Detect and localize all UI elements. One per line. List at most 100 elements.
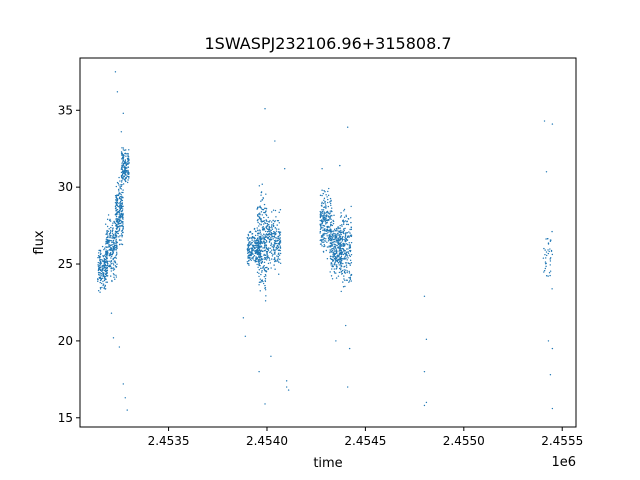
data-point	[121, 162, 123, 164]
data-point	[548, 272, 551, 274]
data-point	[549, 374, 552, 376]
data-point	[124, 180, 127, 183]
data-point	[330, 248, 333, 250]
data-point	[122, 205, 124, 208]
data-point	[329, 217, 331, 219]
data-point	[118, 239, 121, 241]
data-point	[261, 279, 263, 281]
data-point	[545, 262, 547, 265]
data-point	[332, 222, 335, 225]
data-point	[277, 256, 280, 258]
data-point	[340, 241, 342, 243]
data-point	[273, 240, 276, 242]
data-point	[121, 199, 123, 202]
data-point	[253, 228, 256, 230]
data-point	[325, 205, 327, 207]
data-point	[97, 256, 99, 259]
data-point	[261, 227, 264, 229]
data-point	[336, 250, 338, 252]
data-point	[343, 210, 345, 212]
data-point	[247, 251, 250, 254]
data-point	[326, 230, 328, 233]
tick-layer: 2.4535 2.4540 2.4545 2.4550 2.4555 15 20 25 30 35	[58, 103, 584, 448]
data-point	[118, 228, 121, 230]
data-point	[323, 214, 325, 216]
data-point	[342, 232, 344, 234]
data-point	[121, 195, 123, 198]
data-point	[119, 225, 121, 227]
data-point	[547, 252, 550, 255]
data-point	[122, 176, 124, 179]
data-point	[108, 246, 110, 248]
data-point	[337, 233, 339, 235]
data-point	[260, 273, 262, 276]
data-point	[121, 197, 123, 199]
y-tick-label: 30	[58, 180, 73, 194]
data-point	[98, 255, 101, 258]
data-point	[276, 255, 278, 257]
data-point	[326, 219, 328, 221]
data-point	[319, 228, 322, 230]
data-point	[114, 278, 116, 280]
data-point	[263, 240, 265, 243]
data-point	[328, 226, 331, 228]
data-point	[322, 202, 325, 205]
data-point	[332, 230, 334, 233]
data-point	[260, 250, 262, 253]
data-point	[320, 224, 322, 227]
data-point	[120, 168, 123, 170]
data-point	[325, 238, 327, 240]
data-point	[127, 173, 129, 175]
data-point	[350, 254, 353, 256]
data-point	[118, 212, 121, 214]
data-point	[334, 253, 337, 255]
data-point	[115, 249, 118, 251]
data-point	[340, 243, 342, 246]
data-point	[102, 283, 105, 285]
data-point	[274, 242, 276, 245]
data-point	[263, 250, 266, 252]
data-point	[323, 244, 325, 246]
data-point	[121, 202, 124, 204]
data-point	[271, 244, 273, 246]
data-point	[322, 233, 324, 235]
data-point	[346, 232, 348, 234]
data-point	[275, 216, 277, 218]
data-point	[110, 261, 112, 263]
data-point	[265, 246, 268, 248]
data-point	[98, 252, 100, 254]
data-point	[104, 254, 106, 257]
data-point	[246, 248, 249, 250]
data-point	[264, 108, 266, 110]
data-point	[270, 251, 272, 253]
data-point	[264, 300, 267, 302]
data-point	[268, 221, 270, 223]
data-point	[121, 164, 124, 166]
data-point	[122, 227, 124, 230]
data-point	[256, 260, 258, 263]
data-point	[328, 238, 331, 241]
data-point	[126, 175, 128, 177]
data-point	[126, 167, 128, 169]
data-point	[117, 218, 120, 220]
data-point	[274, 227, 276, 229]
data-point	[547, 275, 549, 277]
data-point	[265, 270, 267, 272]
data-point	[339, 268, 342, 271]
data-point	[258, 261, 260, 264]
data-point	[346, 221, 348, 223]
x-tick-label: 2.4545	[344, 434, 386, 448]
data-point	[343, 257, 346, 259]
data-point	[338, 250, 340, 252]
data-point	[97, 280, 99, 283]
data-point	[325, 223, 327, 225]
data-point	[273, 245, 275, 247]
data-point	[271, 252, 273, 255]
data-point	[118, 207, 121, 209]
data-point	[248, 231, 251, 233]
data-point	[119, 222, 121, 225]
data-point	[115, 257, 117, 259]
data-point	[264, 254, 267, 256]
data-point	[332, 264, 334, 266]
data-point	[279, 232, 281, 235]
